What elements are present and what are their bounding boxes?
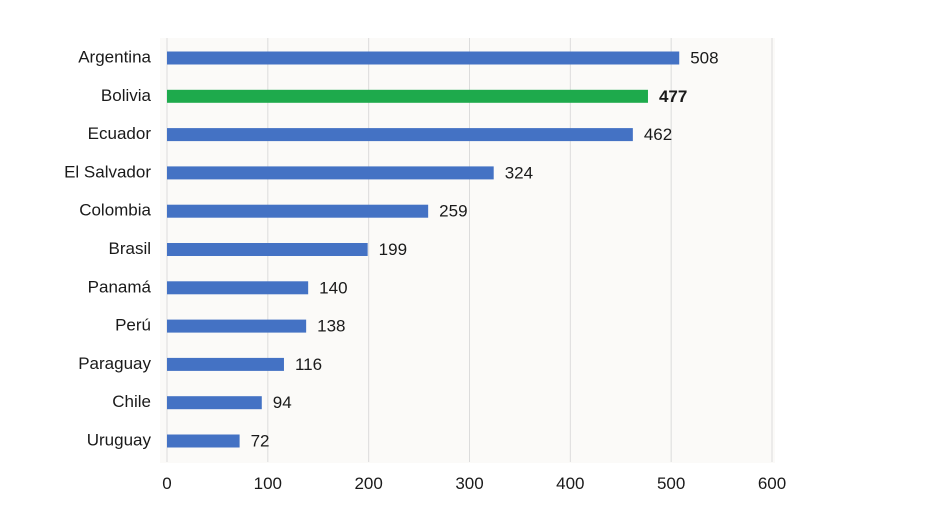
- value-label: 94: [273, 393, 292, 412]
- bar: [167, 243, 368, 256]
- value-label: 140: [319, 278, 347, 297]
- bar: [167, 319, 307, 333]
- value-label: 72: [251, 431, 270, 450]
- value-label: 508: [690, 48, 718, 67]
- value-label: 259: [439, 202, 467, 221]
- bar: [167, 89, 648, 103]
- x-tick-label: 200: [354, 474, 382, 493]
- value-label: 199: [379, 240, 407, 259]
- bar: [167, 51, 680, 65]
- category-label: Paraguay: [78, 354, 151, 373]
- bar: [167, 128, 633, 142]
- bar: [167, 357, 284, 371]
- x-tick-label: 600: [758, 474, 786, 493]
- x-tick-label: 400: [556, 474, 584, 493]
- bar: [167, 166, 494, 180]
- category-label: Brasil: [108, 239, 151, 258]
- category-label: El Salvador: [64, 162, 151, 181]
- bar: [167, 434, 240, 448]
- bar: [167, 204, 429, 218]
- value-label: 138: [317, 317, 345, 336]
- value-label: 462: [644, 125, 672, 144]
- category-label: Panamá: [88, 277, 152, 296]
- category-label: Colombia: [79, 201, 151, 220]
- x-tick-label: 100: [254, 474, 282, 493]
- x-tick-label: 300: [455, 474, 483, 493]
- bar: [167, 396, 262, 410]
- category-label: Chile: [112, 392, 151, 411]
- value-label: 116: [295, 355, 322, 374]
- category-label: Argentina: [78, 47, 151, 66]
- category-label: Uruguay: [87, 430, 152, 449]
- x-tick-label: 500: [657, 474, 685, 493]
- x-tick-label: 0: [162, 474, 171, 493]
- category-label: Bolivia: [101, 86, 152, 105]
- value-label: 477: [659, 87, 687, 106]
- category-label: Perú: [115, 316, 151, 335]
- category-label: Ecuador: [88, 124, 152, 143]
- bar: [167, 281, 309, 295]
- value-label: 324: [505, 163, 533, 182]
